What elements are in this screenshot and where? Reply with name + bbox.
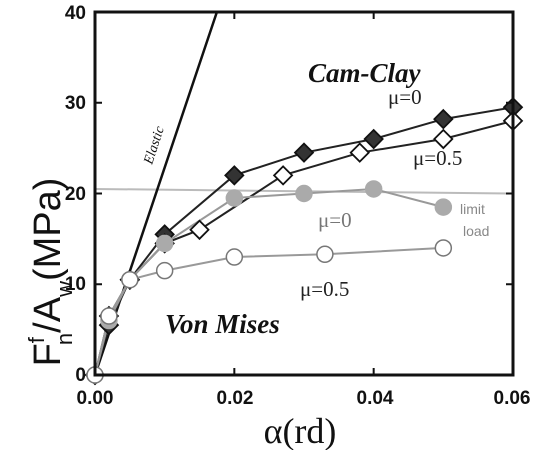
data-point-cam-clay-mu05-7 [433, 128, 454, 150]
von-mises-mu05-label: μ=0.5 [300, 277, 349, 301]
markers-layer [84, 97, 524, 386]
von-mises-mu0-label: μ=0 [318, 208, 352, 232]
y-axis-label-main: F [27, 343, 69, 366]
y-axis-label-rest: /A [27, 296, 69, 333]
y-tick-label-30: 30 [65, 93, 86, 114]
cam-clay-label: Cam-Clay [308, 58, 422, 88]
y-axis-label-sup: f [24, 336, 49, 343]
x-tick-labels: 0.00 0.02 0.04 0.06 [77, 388, 531, 409]
data-point-von-mises-mu0-6 [364, 180, 383, 198]
elastic-label: Elastic [141, 124, 168, 167]
svg-text:Ffn/Aw(MPa): Ff n/Aw(MPa) [24, 178, 77, 367]
data-point-cam-clay-mu05-5 [272, 165, 294, 186]
data-point-von-mises-mu05-2 [121, 270, 139, 289]
data-point-von-mises-mu05-4 [225, 248, 244, 266]
y-tick-label-10: 10 [65, 274, 86, 295]
x-axis-label: α(rd) [264, 411, 337, 450]
y-tick-label-0: 0 [75, 365, 86, 386]
von-mises-label: Von Mises [165, 309, 280, 339]
x-tick-label-002: 0.02 [217, 388, 254, 409]
data-point-von-mises-mu0-4 [225, 189, 244, 207]
x-tick-label-006: 0.06 [494, 388, 531, 409]
data-point-von-mises-mu05-6 [434, 239, 453, 257]
data-point-von-mises-mu05-5 [316, 245, 334, 264]
limit-load-label-line1: limit [460, 201, 485, 217]
data-point-cam-clay-mu0-7 [433, 108, 454, 130]
x-tick-label-004: 0.04 [357, 388, 394, 409]
cam-clay-mu0-label: μ=0 [388, 85, 422, 109]
data-point-cam-clay-mu0-5 [293, 142, 315, 163]
y-tick-label-20: 20 [65, 184, 86, 205]
axis-ticks [94, 11, 514, 376]
data-point-von-mises-mu0-7 [434, 198, 453, 216]
data-point-cam-clay-mu0-4 [224, 165, 245, 186]
cam-clay-mu05-label: μ=0.5 [413, 146, 462, 170]
y-axis-label-sub2: w [52, 281, 77, 298]
y-axis-label-sub: n [52, 333, 77, 345]
data-point-von-mises-mu0-5 [295, 184, 313, 203]
data-point-cam-clay-mu05-4 [189, 219, 210, 241]
y-tick-labels: 0 10 20 30 40 [65, 3, 86, 386]
limit-load-label-line2: load [463, 223, 489, 239]
y-axis-label-unit: (MPa) [27, 178, 69, 281]
data-point-cam-clay-mu05-6 [349, 142, 371, 163]
data-point-von-mises-mu0-3 [155, 234, 174, 253]
data-point-von-mises-mu05-3 [155, 261, 174, 280]
data-point-von-mises-mu05-1 [100, 307, 118, 325]
y-tick-label-40: 40 [65, 3, 86, 24]
y-axis-label: Ff n/Aw(MPa) [24, 178, 77, 367]
x-tick-label-000: 0.00 [77, 388, 114, 409]
data-point-cam-clay-mu0-6 [363, 128, 384, 150]
